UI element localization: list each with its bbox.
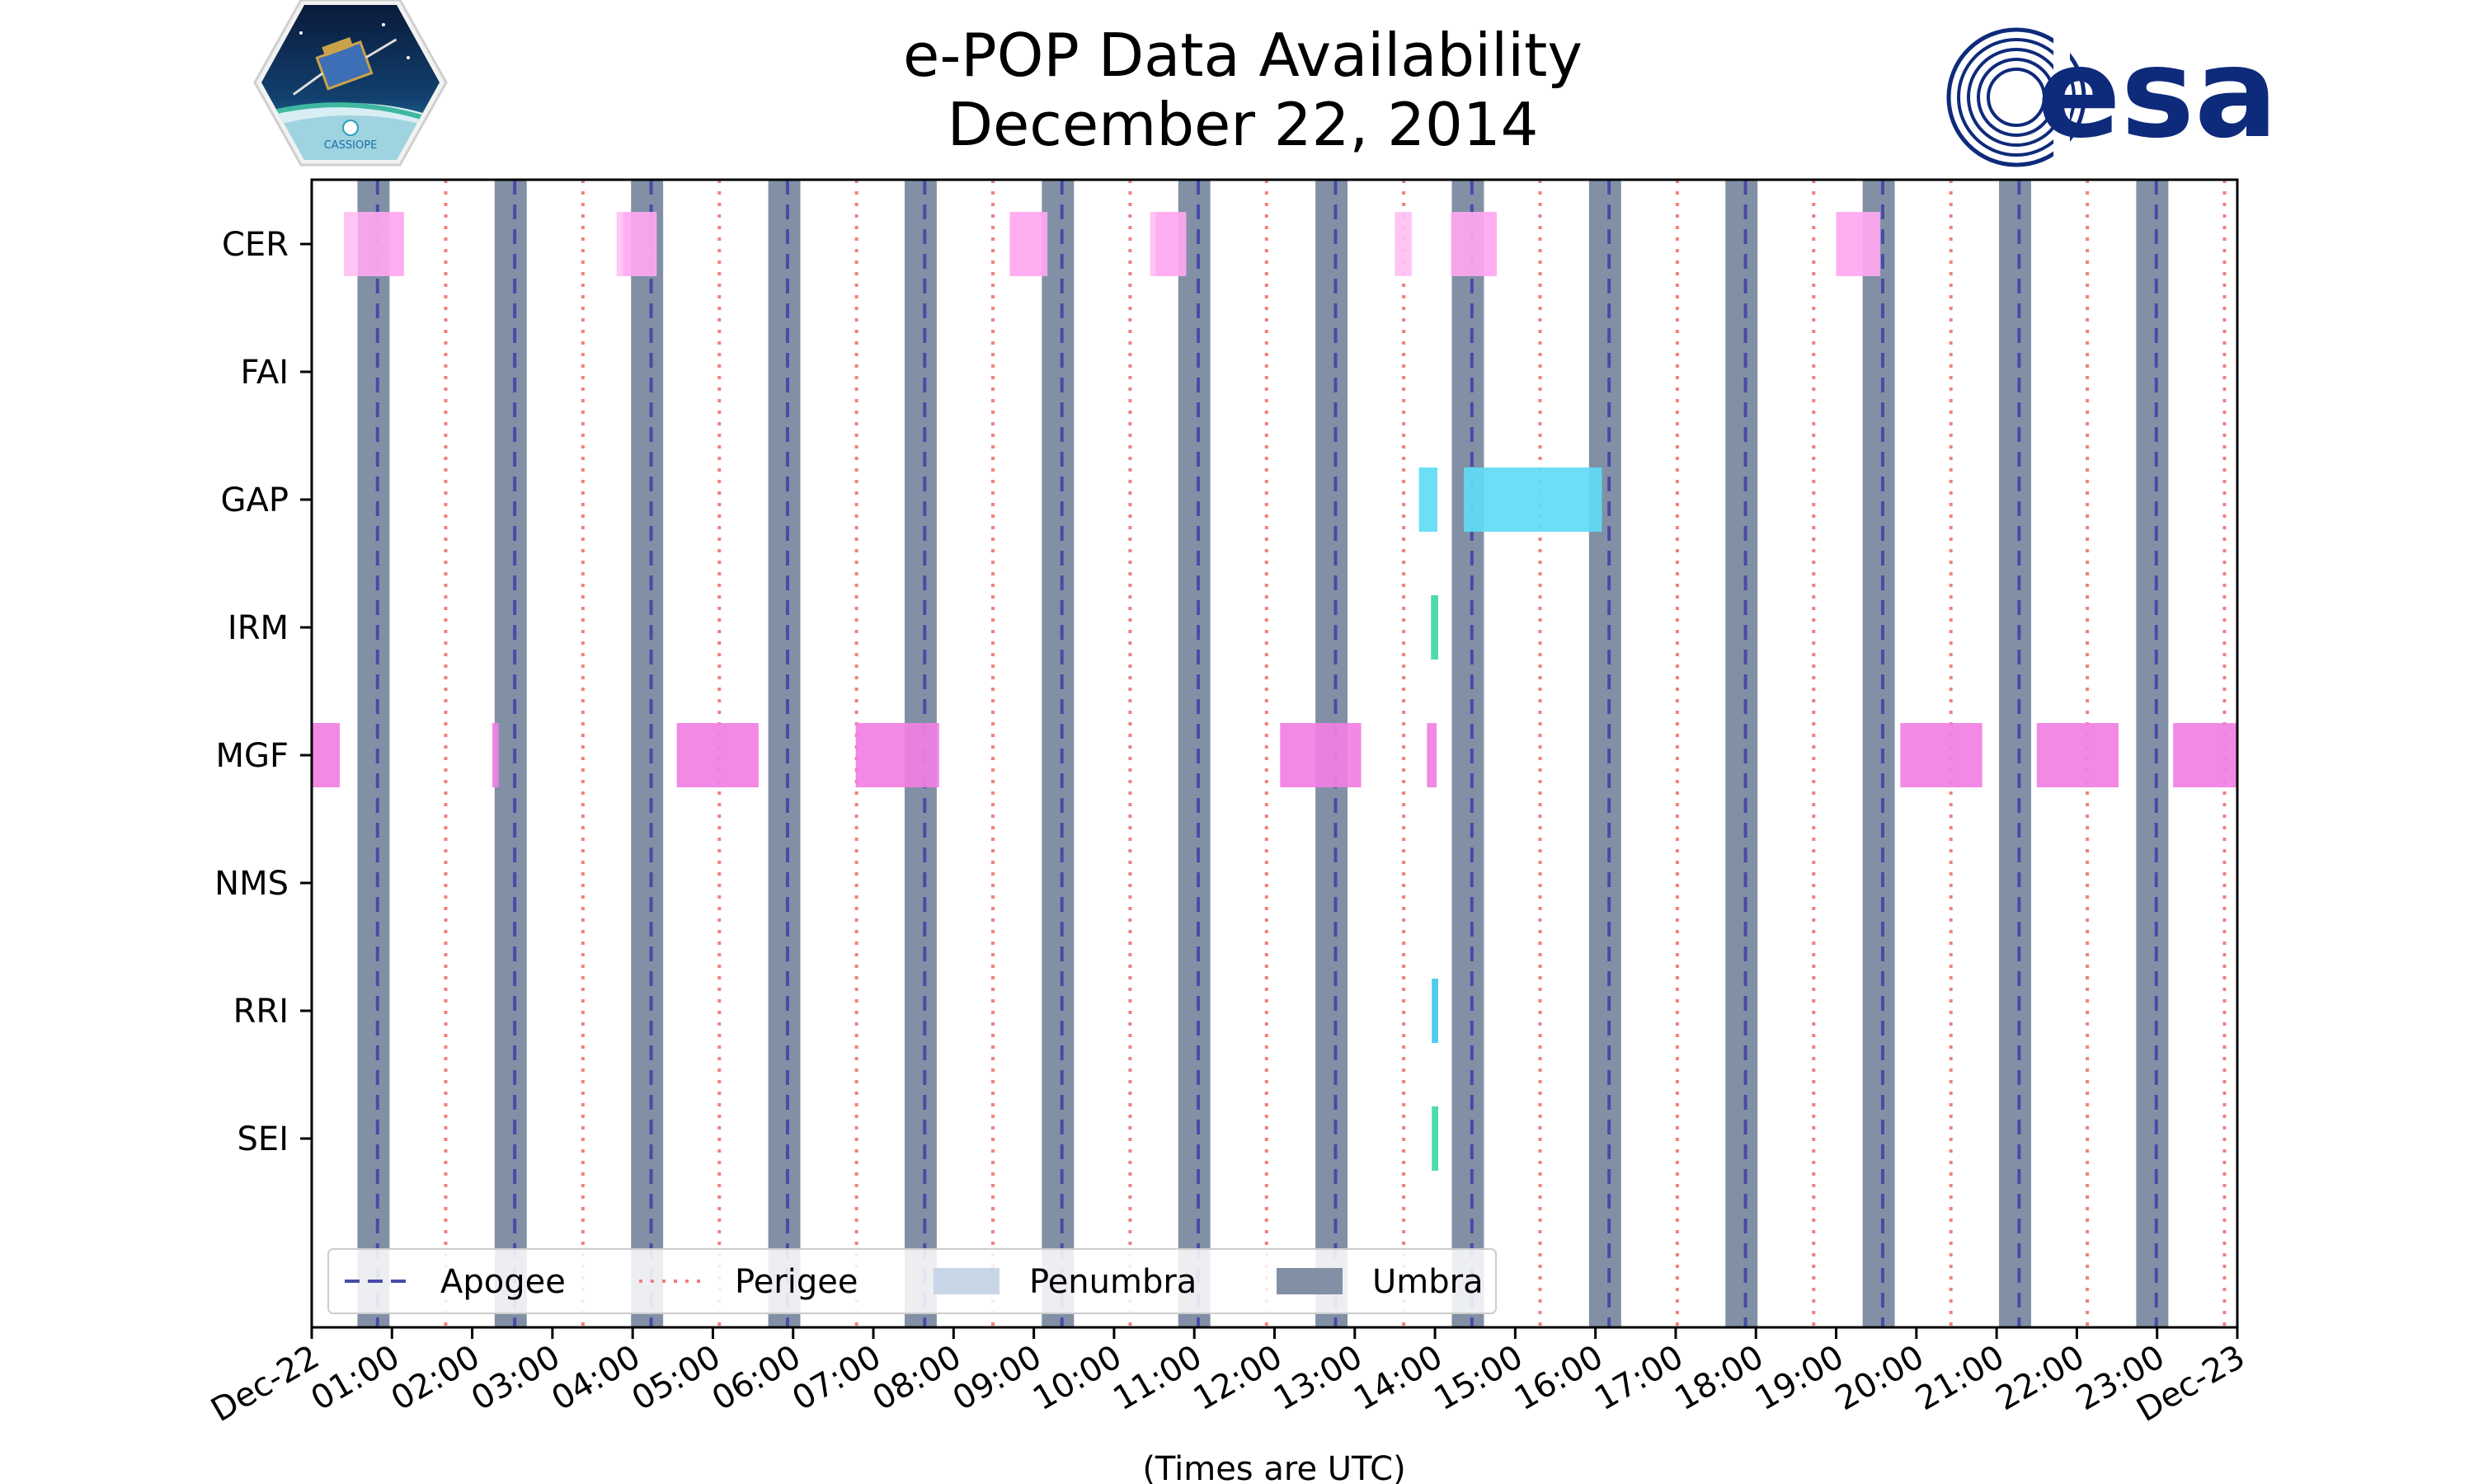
legend-swatch-umbra xyxy=(1277,1268,1343,1294)
data-intervals xyxy=(312,212,2237,1171)
interval-mgf-7 xyxy=(2036,723,2119,787)
umbra-band-5 xyxy=(1042,180,1075,1327)
legend-label-umbra: Umbra xyxy=(1372,1263,1484,1301)
ytick-label-mgf: MGF xyxy=(215,737,289,775)
chart-title-line-1: e-POP Data Availability xyxy=(903,21,1583,90)
legend-label-penumbra: Penumbra xyxy=(1029,1263,1197,1301)
interval-cer-3 xyxy=(623,212,657,276)
umbra-band-6 xyxy=(1178,180,1211,1327)
interval-cer-7 xyxy=(1395,212,1412,276)
ytick-label-cer: CER xyxy=(222,226,289,264)
x-axis-label: (Times are UTC) xyxy=(1142,1450,1405,1484)
umbra-band-12 xyxy=(1999,180,2031,1327)
legend-label-perigee: Perigee xyxy=(735,1263,858,1301)
interval-rri-0 xyxy=(1432,979,1438,1043)
legend-label-apogee: Apogee xyxy=(440,1263,566,1301)
umbra-band-8 xyxy=(1451,180,1484,1327)
ytick-label-irm: IRM xyxy=(228,609,289,647)
umbra-band-2 xyxy=(631,180,664,1327)
interval-mgf-8 xyxy=(2173,723,2237,787)
interval-mgf-4 xyxy=(1280,723,1362,787)
legend-item-umbra: Umbra xyxy=(1277,1263,1484,1301)
interval-irm-0 xyxy=(1431,595,1438,660)
ytick-label-sei: SEI xyxy=(238,1120,289,1158)
interval-mgf-1 xyxy=(492,723,499,787)
y-axis-ticks: CER FAI GAP IRM MGF NMS RRI SEI xyxy=(214,226,312,1158)
ytick-label-nms: NMS xyxy=(214,865,289,903)
interval-gap-0 xyxy=(1418,467,1438,532)
umbra-band-11 xyxy=(1862,180,1895,1327)
interval-cer-4 xyxy=(1009,212,1048,276)
interval-cer-2 xyxy=(616,212,623,276)
legend-item-apogee: Apogee xyxy=(345,1263,566,1301)
interval-gap-1 xyxy=(1464,467,1602,532)
umbra-band-10 xyxy=(1725,180,1758,1327)
interval-mgf-3 xyxy=(855,723,939,787)
esa-logo-text: esa xyxy=(2037,22,2278,166)
interval-mgf-0 xyxy=(312,723,341,787)
interval-mgf-5 xyxy=(1427,723,1437,787)
legend-item-perigee: Perigee xyxy=(639,1263,858,1301)
ytick-label-gap: GAP xyxy=(221,481,289,519)
interval-sei-0 xyxy=(1432,1106,1438,1171)
cassiope-logo-text: CASSIOPE xyxy=(324,139,378,152)
interval-cer-0 xyxy=(343,212,359,276)
umbra-band-1 xyxy=(494,180,527,1327)
legend: Apogee Perigee Penumbra Umbra xyxy=(327,1248,1497,1314)
interval-cer-1 xyxy=(358,212,404,276)
interval-cer-5 xyxy=(1150,212,1156,276)
ytick-label-fai: FAI xyxy=(241,354,289,392)
interval-cer-6 xyxy=(1155,212,1187,276)
ytick-label-rri: RRI xyxy=(233,993,289,1031)
umbra-band-9 xyxy=(1588,180,1621,1327)
legend-box xyxy=(327,1248,1497,1314)
legend-item-penumbra: Penumbra xyxy=(934,1263,1197,1301)
interval-mgf-6 xyxy=(1900,723,1982,787)
legend-swatch-penumbra xyxy=(934,1268,999,1294)
umbra-band-3 xyxy=(768,180,801,1327)
umbra-band-13 xyxy=(2136,180,2169,1327)
chart-subtitle-line-2: December 22, 2014 xyxy=(948,90,1539,159)
interval-cer-9 xyxy=(1836,212,1881,276)
interval-cer-8 xyxy=(1451,212,1497,276)
esa-logo: esa xyxy=(1946,22,2278,167)
interval-mgf-2 xyxy=(676,723,759,787)
umbra-band-0 xyxy=(357,180,390,1327)
